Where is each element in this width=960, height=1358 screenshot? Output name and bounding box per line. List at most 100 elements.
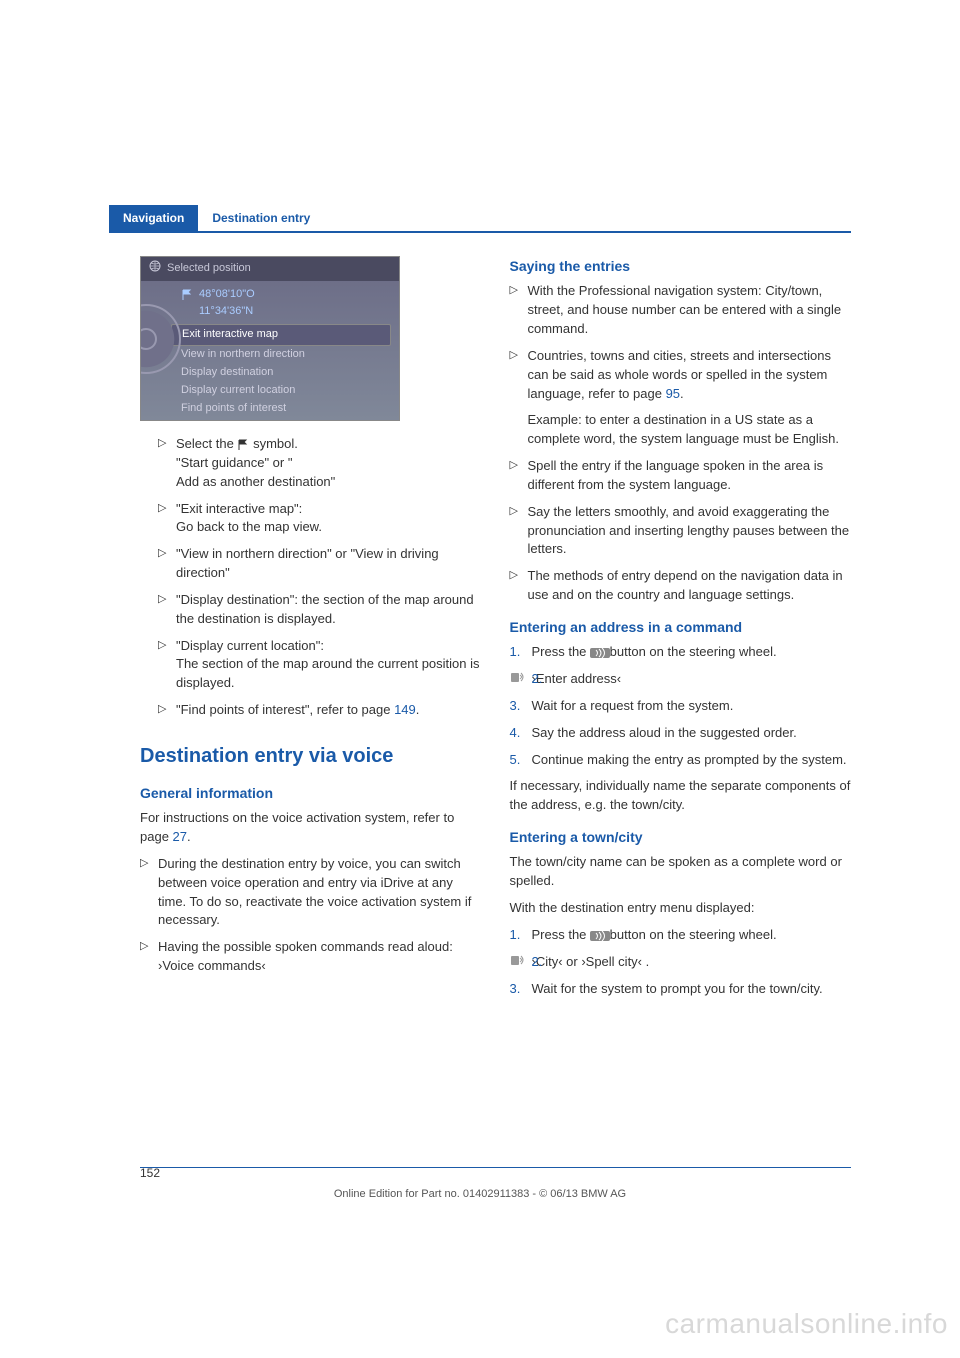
mic-icon [510,954,526,966]
paragraph: If necessary, individually name the sepa… [510,777,852,815]
text: "Exit interactive map": [176,501,302,516]
text: Press the [532,927,591,942]
text: . [680,386,684,401]
text: The section of the map around the curren… [176,656,480,690]
tab-navigation: Navigation [109,205,198,231]
step-number: 1. [510,926,521,945]
tab-destination-entry: Destination entry [198,205,324,231]
page-link[interactable]: 27 [173,829,187,844]
address-steps: 1. Press the button on the steering whee… [510,643,852,769]
step-item: 1. Press the button on the steering whee… [510,643,852,662]
paragraph: The town/city name can be spoken as a co… [510,853,852,891]
step-item: 1. Press the button on the steering whee… [510,926,852,945]
list-item: With the Professional navigation system:… [510,282,852,339]
text: Go back to the map view. [176,519,322,534]
list-item: During the destination entry by voice, y… [140,855,482,930]
step-item: 5. Continue making the entry as prompted … [510,751,852,770]
city-steps: 1. Press the button on the steering whee… [510,926,852,999]
voice-button-icon [590,930,606,942]
text: Press the [532,644,591,659]
list-item: "View in northern direction" or "View in… [158,545,482,583]
flag-icon [237,439,249,451]
text: Continue making the entry as prompted by… [532,752,847,767]
example-text: Example: to enter a destination in a US … [528,411,852,449]
text: Say the address aloud in the suggested o… [532,725,797,740]
flag-icon [181,289,193,301]
list-item: Spell the entry if the language spoken i… [510,457,852,495]
heading-general-info: General information [140,783,482,803]
voice-command: ›Enter address‹ [532,671,622,686]
step-item: 2. ›City‹ or ›Spell city‹ . [510,953,852,972]
coord-line-2: 11°34'36"N [181,304,253,320]
text: "Display destination": the section of th… [176,592,474,626]
screenshot-coords: 48°08'10"O 11°34'36"N [141,281,399,324]
mic-icon [510,671,526,683]
list-item: "Exit interactive map": Go back to the m… [158,500,482,538]
text: Wait for the system to prompt you for th… [532,981,823,996]
step-number: 1. [510,643,521,662]
text: . [187,829,191,844]
text: . [416,702,420,717]
step-number: 4. [510,724,521,743]
step-number: 3. [510,697,521,716]
screenshot-menu-item: View in northern direction [141,346,399,364]
step-item: 3. Wait for the system to prompt you for … [510,980,852,999]
step-item: 3. Wait for a request from the system. [510,697,852,716]
content-columns: Selected position 48°08'10"O 11°34'36"N … [140,256,851,1007]
screenshot-header: Selected position [141,257,399,281]
idrive-screenshot: Selected position 48°08'10"O 11°34'36"N … [140,256,400,421]
step-number: 5. [510,751,521,770]
step-number: 2. [532,953,543,972]
text: "Start guidance" or " [176,455,292,470]
page-link[interactable]: 95 [666,386,680,401]
screenshot-highlighted-item: Exit interactive map [171,324,391,346]
heading-enter-address: Entering an address in a command [510,617,852,637]
option-list: Select the symbol. "Start guidance" or "… [158,435,482,720]
text: Select the [176,436,237,451]
header-tabs: Navigation Destination entry [109,205,851,233]
step-number: 2. [532,670,543,689]
text: "Find points of interest", refer to page [176,702,394,717]
footer-copyright: Online Edition for Part no. 01402911383 … [0,1188,960,1200]
text: button on the steering wheel. [610,927,777,942]
text: Add as another destination" [176,474,335,489]
right-column: Saying the entries With the Professional… [510,256,852,1007]
list-item: Select the symbol. "Start guidance" or "… [158,435,482,492]
list-item: Countries, towns and cities, streets and… [510,347,852,449]
page-number: 152 [140,1166,160,1180]
list-item: Having the possible spoken commands read… [140,938,482,976]
info-list: During the destination entry by voice, y… [140,855,482,976]
paragraph: With the destination entry menu displaye… [510,899,852,918]
screenshot-menu-item: Display destination [141,364,399,382]
step-number: 3. [510,980,521,999]
list-item: "Display destination": the section of th… [158,591,482,629]
globe-icon [149,260,161,278]
saying-list: With the Professional navigation system:… [510,282,852,605]
heading-saying-entries: Saying the entries [510,256,852,276]
watermark: carmanualsonline.info [665,1308,948,1340]
heading-destination-voice: Destination entry via voice [140,742,482,771]
page: Navigation Destination entry Selected po… [0,0,960,1358]
screenshot-header-label: Selected position [167,261,251,277]
screenshot-menu-item: Find points of interest [141,400,399,418]
text: symbol. [253,436,298,451]
footer-divider [140,1167,851,1168]
voice-command: ›City‹ or ›Spell city‹ . [532,954,650,969]
screenshot-menu-item: Display current location [141,382,399,400]
step-item: 2. ›Enter address‹ [510,670,852,689]
list-item: "Display current location": The section … [158,637,482,694]
paragraph: For instructions on the voice activation… [140,809,482,847]
text: "Display current location": [176,638,324,653]
voice-button-icon [590,647,606,659]
list-item: "Find points of interest", refer to page… [158,701,482,720]
step-item: 4. Say the address aloud in the suggested… [510,724,852,743]
text: Wait for a request from the system. [532,698,734,713]
list-item: Say the letters smoothly, and avoid exag… [510,503,852,560]
coord-line-1: 48°08'10"O [199,287,255,303]
text: "View in northern direction" or "View in… [176,546,439,580]
page-link[interactable]: 149 [394,702,416,717]
text: button on the steering wheel. [610,644,777,659]
left-column: Selected position 48°08'10"O 11°34'36"N … [140,256,482,1007]
heading-enter-city: Entering a town/city [510,827,852,847]
list-item: The methods of entry depend on the navig… [510,567,852,605]
